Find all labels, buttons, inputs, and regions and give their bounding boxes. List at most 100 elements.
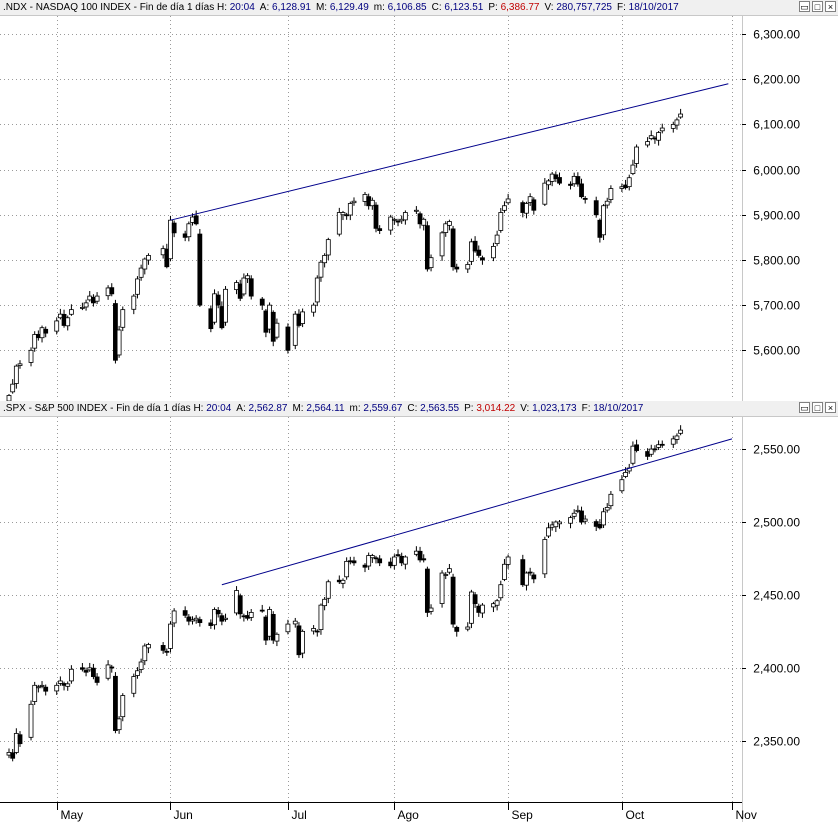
spx-candle-body xyxy=(138,661,144,670)
ndx-candle-body xyxy=(476,249,482,256)
ndx-candle-body xyxy=(212,293,217,323)
ndx-candle xyxy=(109,283,115,297)
ndx-candle xyxy=(417,211,423,229)
spx-candle-body xyxy=(344,560,350,578)
ndx-candle-body xyxy=(568,183,573,186)
ndx-candle xyxy=(626,174,632,191)
ndx-candle xyxy=(391,217,397,225)
ndx-candle xyxy=(424,221,430,272)
spx-minimize-button[interactable]: ▭ xyxy=(799,402,810,413)
ndx-candle xyxy=(318,260,324,282)
spx-maximize-button[interactable]: □ xyxy=(812,402,823,413)
spx-candle-body xyxy=(190,619,195,622)
spx-candle-body xyxy=(325,581,331,599)
ndx-candle xyxy=(395,218,401,227)
spx-candle xyxy=(527,567,533,576)
ndx-candle-body xyxy=(65,317,71,327)
spx-candle xyxy=(68,665,74,684)
spx-candle-body xyxy=(351,560,357,564)
ndx-candle xyxy=(347,201,353,221)
spx-trendline[interactable] xyxy=(221,438,733,586)
ndx-candle-body xyxy=(13,365,19,384)
spx-candle-body xyxy=(116,718,122,731)
ndx-candle xyxy=(480,255,485,265)
spx-candle-body xyxy=(601,511,606,526)
spx-candle-body xyxy=(579,510,584,523)
ndx-candle-body xyxy=(292,313,298,346)
spx-candle xyxy=(553,520,559,533)
ndx-candle-body xyxy=(465,264,471,270)
ndx-candle xyxy=(340,210,346,221)
spx-candle-body xyxy=(674,435,680,440)
ndx-candle xyxy=(498,207,504,233)
ndx-minimize-button[interactable]: ▭ xyxy=(799,1,810,12)
spx-pane: 2,350.00 2,400.00 2,450.00 2,500.00 2,550.00 xyxy=(0,417,800,802)
spx-candle xyxy=(465,622,471,632)
ndx-candle xyxy=(542,178,548,206)
spx-candle xyxy=(168,621,173,653)
spx-candle-body xyxy=(421,558,427,561)
spx-candle-body xyxy=(634,444,639,451)
spx-candle-body xyxy=(568,517,573,524)
ndx-candle xyxy=(608,185,614,204)
ndx-header-key-1: A: xyxy=(259,2,273,13)
spx-candle-body xyxy=(652,448,658,451)
ndx-header-key-4: C: xyxy=(431,2,445,13)
spx-candle-body xyxy=(340,579,346,584)
ndx-close-button[interactable]: × xyxy=(825,1,836,12)
ndx-candle xyxy=(223,286,228,326)
spx-candle-body xyxy=(369,555,375,559)
ndx-candle-body xyxy=(648,135,654,139)
spx-candle-body xyxy=(274,633,280,642)
spx-header-key-2: M: xyxy=(292,403,307,414)
spx-candle xyxy=(351,556,357,566)
ndx-trendline[interactable] xyxy=(170,83,729,221)
spx-candle xyxy=(391,554,397,570)
spx-header-key-0: .SPX - S&P 500 INDEX - Fin de día 1 días… xyxy=(3,403,207,414)
ndx-header-value-4: 6,123.51 xyxy=(444,2,484,13)
ndx-candle-body xyxy=(402,212,408,221)
ndx-candle xyxy=(135,276,140,299)
spx-candle-body xyxy=(248,612,254,618)
spx-close-button[interactable]: × xyxy=(825,402,836,413)
ndx-candle xyxy=(10,379,16,394)
ndx-candle-body xyxy=(318,261,324,278)
spx-candle-body xyxy=(531,574,537,580)
spx-candle-body xyxy=(557,521,562,525)
ndx-candle-body xyxy=(43,328,49,334)
spx-candle xyxy=(678,425,684,436)
spx-candle-body xyxy=(524,572,529,586)
ndx-candle xyxy=(65,315,71,331)
ndx-candle-body xyxy=(626,177,632,188)
ndx-candle xyxy=(421,217,427,231)
ndx-y-tick-label: 6,000.00 xyxy=(753,164,800,178)
spx-candle-body xyxy=(597,523,603,529)
ndx-candle xyxy=(579,178,584,199)
spx-candle-body xyxy=(171,610,177,624)
ndx-candle xyxy=(142,257,148,275)
ndx-candle-body xyxy=(439,232,445,257)
spx-candle xyxy=(270,611,276,644)
ndx-candle-body xyxy=(659,127,665,132)
ndx-candle xyxy=(39,325,45,343)
spx-candle xyxy=(417,546,423,563)
spx-candle-body xyxy=(142,645,148,662)
ndx-candle xyxy=(604,197,610,209)
spx-header-value-7: 18/10/2017 xyxy=(593,403,644,414)
spx-candle xyxy=(659,440,665,448)
spx-candle-body xyxy=(223,617,228,620)
spx-candle-body xyxy=(314,630,320,633)
ndx-candle-body xyxy=(391,218,397,221)
spx-candle xyxy=(648,444,654,457)
spx-candle xyxy=(472,592,478,608)
ndx-candle xyxy=(575,172,581,187)
ndx-candle-body xyxy=(245,275,250,280)
ndx-candle-body xyxy=(186,223,192,238)
x-tick-label: Nov xyxy=(736,808,757,822)
ndx-maximize-button[interactable]: □ xyxy=(812,1,823,12)
spx-candle xyxy=(524,571,529,591)
spx-candle-body xyxy=(259,609,265,612)
spx-candle xyxy=(494,598,500,611)
spx-candle-body xyxy=(83,670,89,673)
